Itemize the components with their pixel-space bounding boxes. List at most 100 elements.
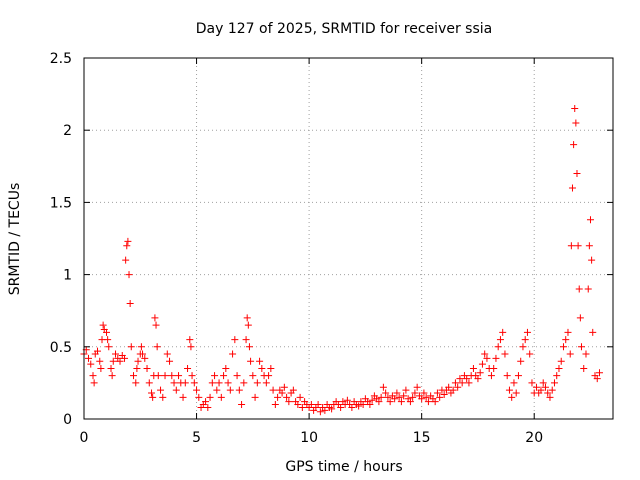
data-point	[411, 389, 419, 397]
data-point	[382, 389, 390, 397]
chart-title: Day 127 of 2025, SRMTID for receiver ssi…	[196, 21, 492, 37]
data-point	[499, 328, 507, 336]
data-point	[87, 360, 95, 368]
data-point	[436, 393, 444, 401]
data-point	[211, 372, 219, 380]
data-point	[90, 379, 98, 387]
x-tick-label: 5	[192, 430, 201, 446]
data-point	[151, 314, 159, 322]
data-point	[546, 393, 554, 401]
data-point	[431, 398, 439, 406]
data-point	[582, 350, 590, 358]
data-point	[386, 398, 394, 406]
data-point	[568, 184, 576, 192]
data-point	[132, 379, 140, 387]
data-point	[521, 336, 529, 344]
data-point	[487, 372, 495, 380]
data-point	[478, 360, 486, 368]
data-point	[133, 364, 141, 372]
data-point	[181, 379, 189, 387]
x-tick-label: 20	[525, 430, 543, 446]
x-tick-label: 15	[413, 430, 431, 446]
data-point	[316, 408, 324, 416]
x-axis-label: GPS time / hours	[285, 459, 402, 475]
data-point	[420, 389, 428, 397]
data-point	[337, 403, 345, 411]
data-point	[105, 343, 113, 351]
data-point	[137, 343, 145, 351]
data-point	[544, 389, 552, 397]
data-point	[298, 403, 306, 411]
data-point	[584, 285, 592, 293]
data-point	[571, 105, 579, 113]
data-point	[576, 314, 584, 322]
data-point	[243, 314, 251, 322]
data-point	[532, 383, 540, 391]
data-point	[206, 393, 214, 401]
data-point	[215, 379, 223, 387]
data-point	[157, 386, 165, 394]
data-point	[195, 393, 203, 401]
data-point	[553, 372, 561, 380]
data-point	[368, 396, 376, 404]
data-point	[413, 383, 421, 391]
data-point	[573, 170, 581, 178]
data-point	[238, 401, 246, 409]
data-point	[89, 372, 97, 380]
data-point	[474, 375, 482, 383]
data-point	[379, 383, 387, 391]
data-point	[96, 357, 104, 365]
data-point	[514, 372, 522, 380]
data-point	[519, 343, 527, 351]
data-point	[433, 389, 441, 397]
data-points	[80, 105, 603, 416]
data-point	[512, 389, 520, 397]
y-tick-label: 2.5	[50, 51, 72, 67]
data-point	[285, 398, 293, 406]
data-point	[124, 237, 132, 245]
data-point	[103, 328, 111, 336]
data-point	[222, 364, 230, 372]
data-point	[121, 354, 129, 362]
data-point	[559, 343, 567, 351]
data-point	[526, 350, 534, 358]
data-point	[492, 354, 500, 362]
data-point	[245, 343, 253, 351]
data-point	[269, 386, 277, 394]
data-point	[208, 379, 216, 387]
data-point	[267, 364, 275, 372]
data-point	[348, 403, 356, 411]
y-tick-label: 0.5	[50, 340, 72, 356]
data-point	[424, 398, 432, 406]
data-point	[577, 343, 585, 351]
data-point	[143, 364, 151, 372]
data-point	[393, 389, 401, 397]
y-tick-label: 2	[63, 123, 72, 139]
grid	[84, 58, 613, 419]
data-point	[127, 343, 135, 351]
data-point	[574, 242, 582, 250]
data-point	[159, 393, 167, 401]
data-point	[523, 328, 531, 336]
x-tick-label: 0	[80, 430, 89, 446]
y-tick-label: 1	[63, 268, 72, 284]
data-point	[190, 379, 198, 387]
data-point	[126, 299, 134, 307]
data-point	[557, 357, 565, 365]
data-point	[258, 364, 266, 372]
data-point	[154, 372, 162, 380]
data-point	[172, 386, 180, 394]
data-point	[224, 379, 232, 387]
data-point	[483, 354, 491, 362]
data-point	[391, 395, 399, 403]
data-point	[375, 398, 383, 406]
data-point	[402, 386, 410, 394]
data-point	[481, 350, 489, 358]
data-point	[550, 379, 558, 387]
y-axis-label: SRMTID / TECUs	[7, 183, 23, 296]
data-point	[271, 401, 279, 409]
data-point	[397, 398, 405, 406]
data-point	[265, 372, 273, 380]
data-point	[377, 393, 385, 401]
